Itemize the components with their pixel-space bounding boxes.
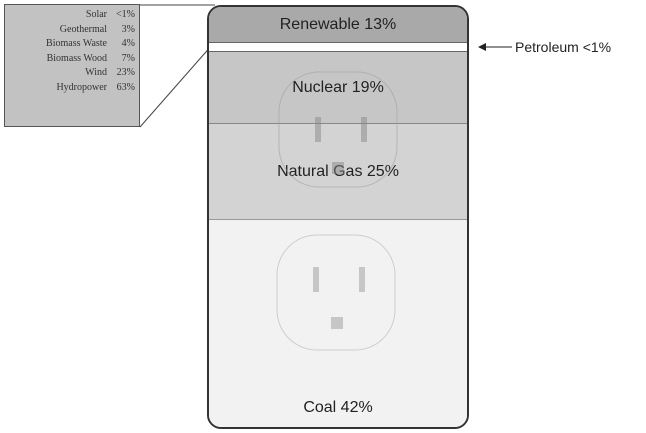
- segment: Nuclear 19%: [209, 52, 467, 124]
- slot: [359, 267, 365, 292]
- breakdown-row: Hydropower 63%: [5, 81, 139, 96]
- petroleum-label: Petroleum <1%: [515, 39, 612, 55]
- breakdown-value: 63%: [116, 81, 135, 93]
- breakdown-name: Biomass Wood: [46, 52, 107, 64]
- breakdown-value: <1%: [116, 9, 135, 20]
- breakdown-value: 7%: [121, 52, 135, 64]
- socket: [278, 71, 398, 188]
- outlet: Renewable 13% Nuclear 19% Natural Gas 25…: [207, 5, 469, 429]
- socket: [276, 234, 396, 351]
- breakdown-row: Biomass Wood 7%: [5, 52, 139, 67]
- breakdown-row: Wind 23%: [5, 66, 139, 81]
- renewable-breakdown: Solar <1% Geothermal 3% Biomass Waste 4% Bioma…: [4, 4, 140, 127]
- breakdown-name: Solar: [85, 9, 107, 20]
- breakdown-name: Hydropower: [56, 81, 107, 93]
- breakdown-row: Solar <1%: [5, 8, 139, 23]
- breakdown-name: Wind: [85, 67, 107, 78]
- breakdown-name: Biomass Waste: [46, 38, 107, 49]
- slot: [361, 117, 367, 142]
- breakdown-value: 3%: [121, 23, 135, 35]
- breakdown-value: 4%: [121, 38, 135, 49]
- arrow-head: [478, 43, 486, 51]
- breakdown-value: 23%: [116, 67, 135, 78]
- outlet-sketch: [276, 71, 398, 351]
- slot: [313, 267, 319, 292]
- petroleum-band: [209, 42, 467, 52]
- breakdown-name: Geothermal: [59, 23, 107, 35]
- segment-label: Renewable 13%: [279, 15, 397, 33]
- segment-label: Nuclear 19%: [292, 78, 384, 96]
- breakdown-row: Biomass Waste 4%: [5, 37, 139, 52]
- segment-label: Coal 42%: [303, 399, 373, 416]
- breakdown-row: Geothermal 3%: [5, 23, 139, 38]
- slot: [315, 117, 321, 142]
- ground: [332, 162, 344, 174]
- ground: [331, 317, 343, 329]
- segment: Renewable 13%: [209, 7, 467, 42]
- connector-line: [139, 44, 213, 128]
